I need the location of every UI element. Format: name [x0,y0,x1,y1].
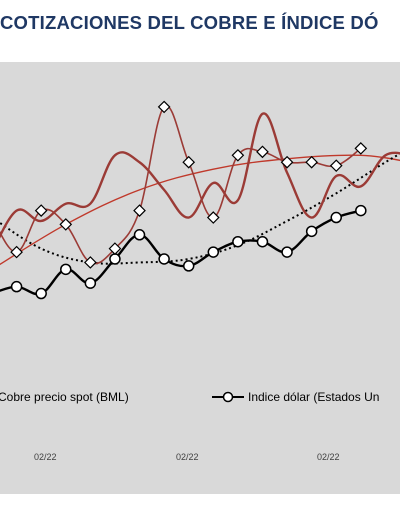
dollar-point-8 [182,260,195,272]
diamond-point-15 [354,142,368,155]
dollar-point-7 [158,253,170,265]
series-line-0 [0,112,400,239]
trendline-0 [0,154,400,266]
dollar-point-1 [10,280,23,293]
diamond-point-8 [182,155,196,169]
diamond-point-13 [305,155,318,169]
diamond-point-1 [10,245,23,259]
diamond-point-2 [34,204,48,217]
series-line-2 [0,105,362,265]
legend-label-copper: Cobre precio spot (BML) [0,390,129,404]
dollar-point-5 [109,253,121,265]
diamond-point-5 [108,242,122,255]
diamond-point-12 [280,155,294,169]
dollar-point-13 [305,225,318,238]
x-tick-label: 02/22 [34,452,57,462]
diamond-point-4 [84,256,97,269]
trendline-1 [0,152,400,265]
dollar-point-2 [35,287,47,300]
x-tick-label: 02/22 [176,452,199,462]
series-layer [0,100,400,300]
diamond-point-6 [133,204,146,217]
diamond-point-14 [329,159,343,173]
x-tick-label: 02/22 [317,452,340,462]
dollar-point-10 [232,235,244,248]
dollar-point-15 [355,204,367,217]
x-axis-ticks: 02/22 02/22 02/22 [34,452,340,462]
chart-title: COTIZACIONES DEL COBRE E ÍNDICE DÓ [0,12,400,38]
dollar-point-12 [281,246,293,258]
plot-area [0,62,400,494]
legend-label-dollar: Indice dólar (Estados Un [248,390,379,404]
dollar-point-4 [84,277,97,289]
dollar-point-9 [207,246,220,258]
dollar-point-14 [330,211,342,224]
diamond-point-9 [206,211,220,224]
legend-marker-dollar [222,391,234,403]
dollar-point-6 [133,229,146,241]
dollar-point-3 [60,263,72,276]
diamond-point-3 [59,218,73,231]
series-line-1 [0,209,362,296]
diamond-point-10 [231,148,245,162]
diamond-point-11 [256,145,269,159]
diamond-point-7 [157,100,171,114]
dollar-point-11 [256,235,269,248]
chart-title-text: COTIZACIONES DEL COBRE E ÍNDICE DÓ [0,12,379,33]
legend: Cobre precio spot (BML) Indice dólar (Es… [0,390,379,404]
